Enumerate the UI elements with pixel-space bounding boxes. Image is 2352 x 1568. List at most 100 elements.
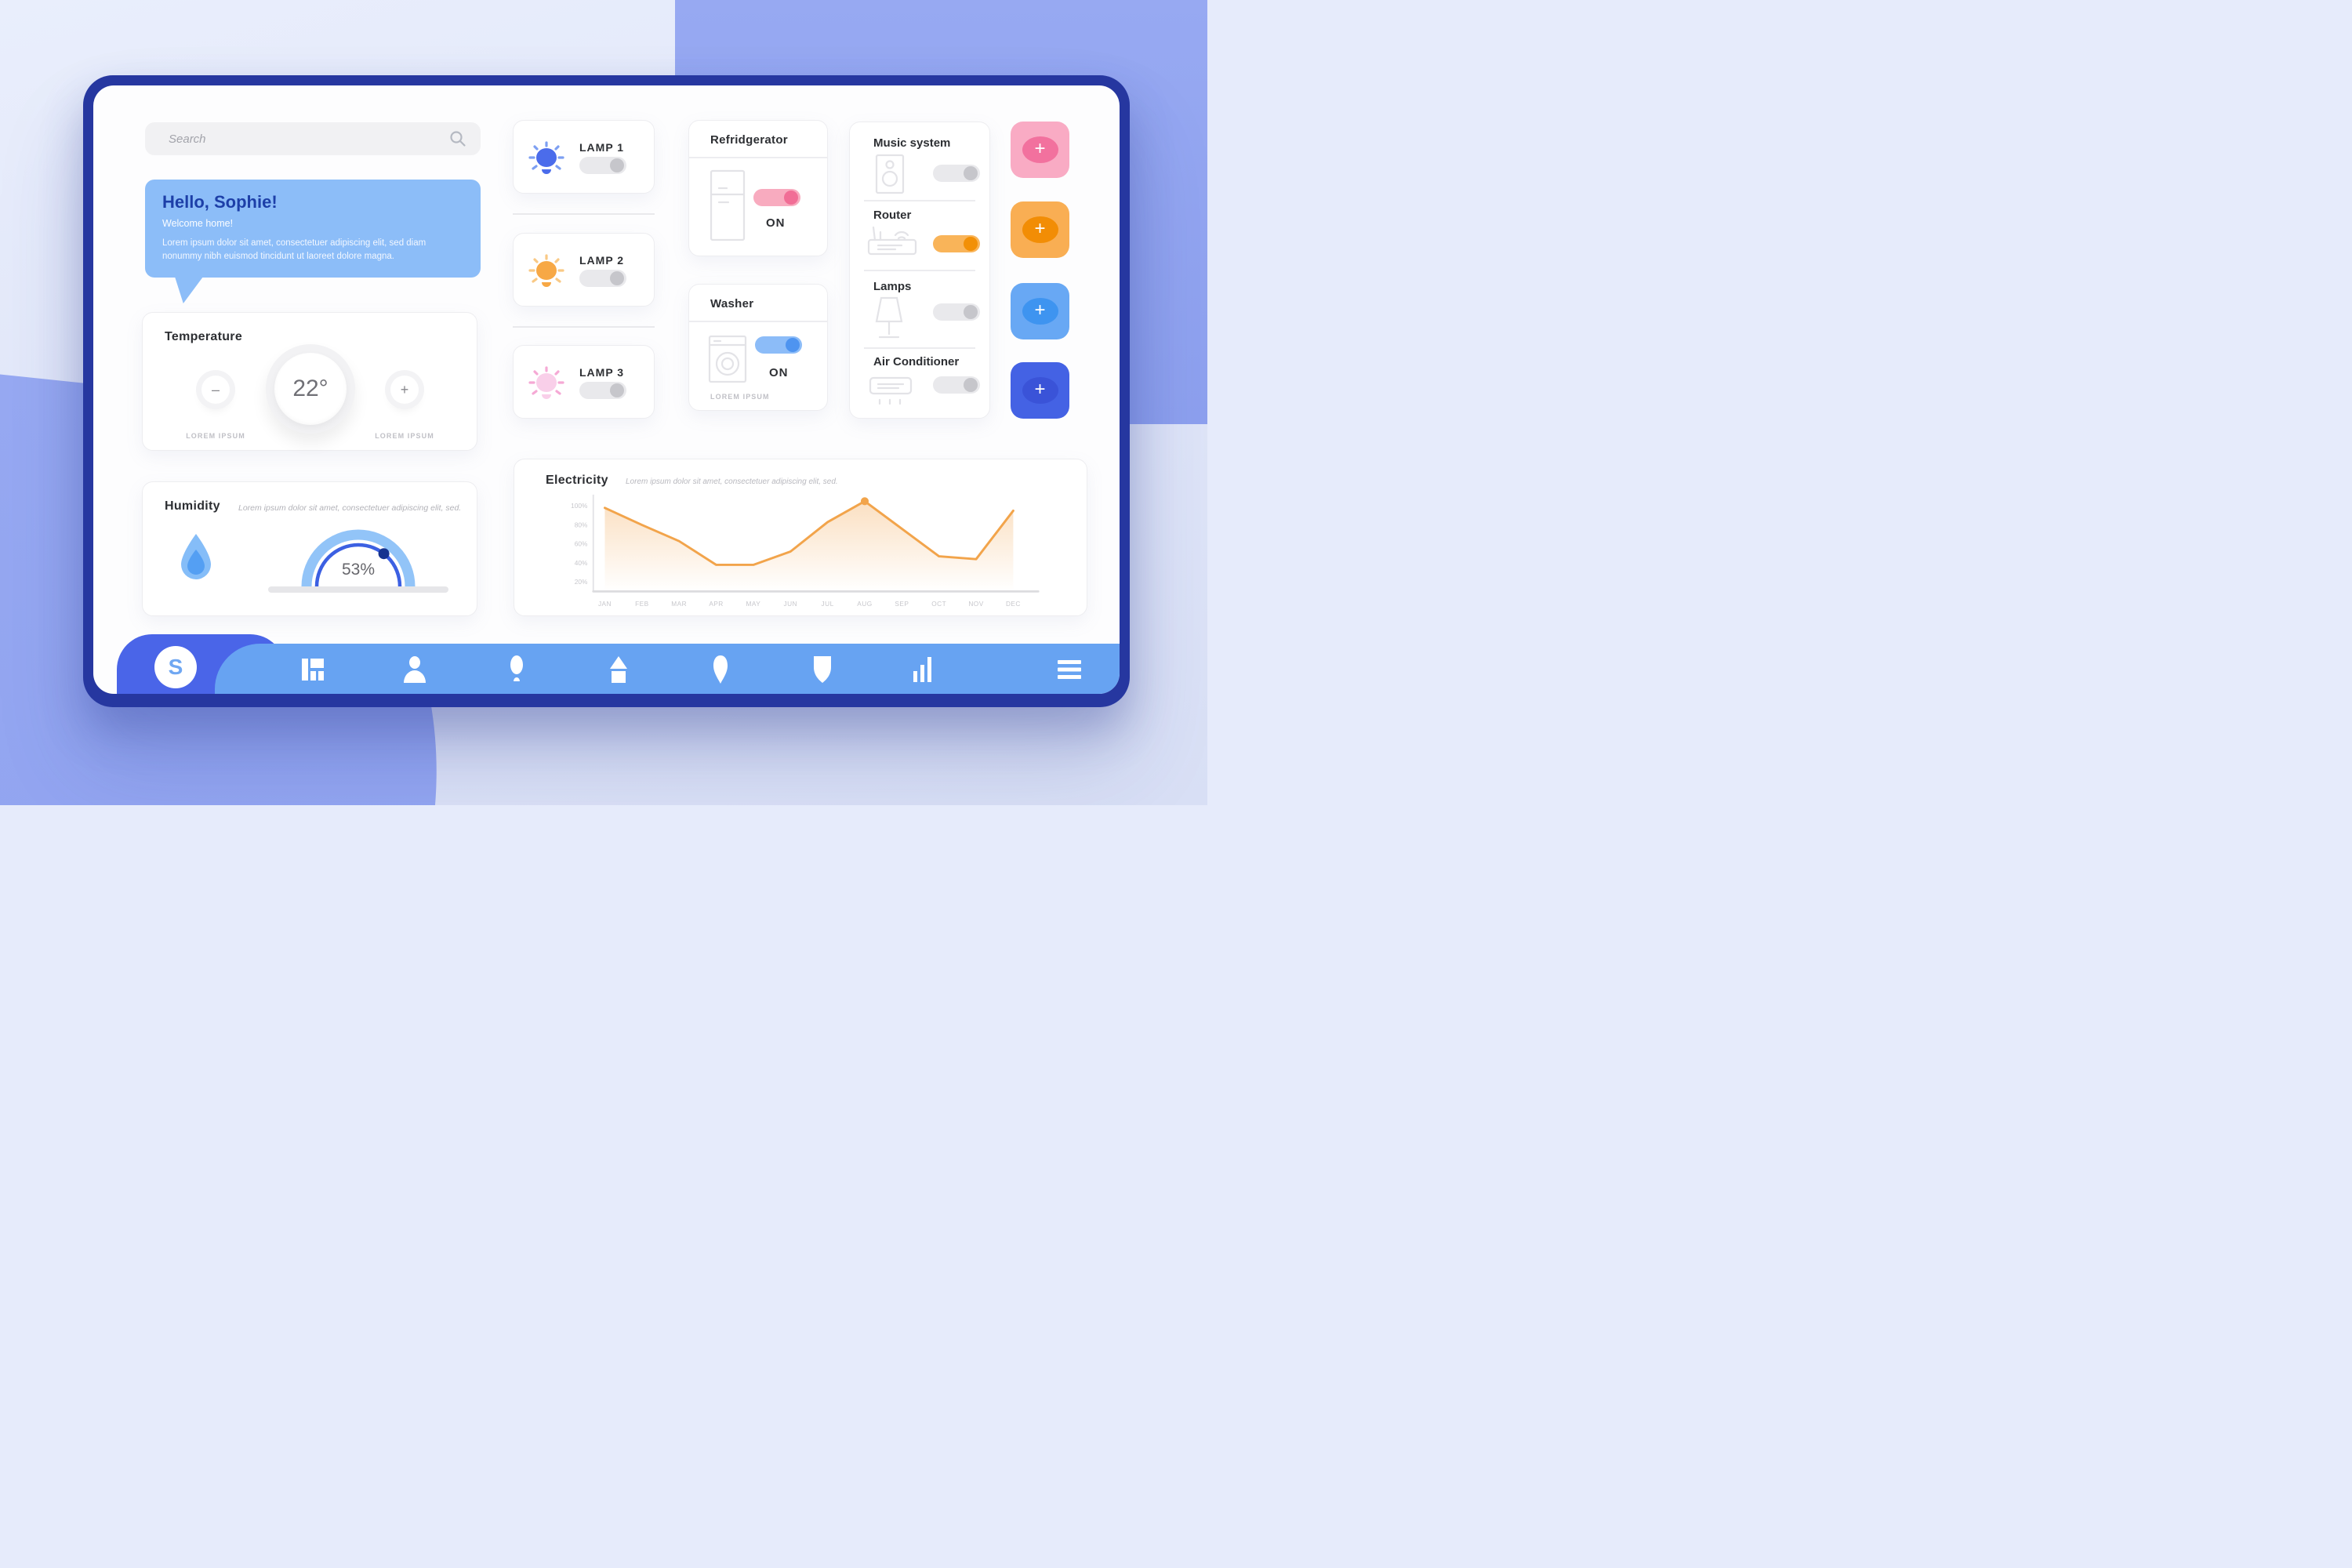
- electricity-plot: 100% 80% 60% 40% 20% JAN FEB MAR APR MAY JUN JUL AUG…: [571, 494, 1040, 608]
- air-conditioner-label: Air Conditioner: [873, 355, 960, 368]
- temperature-dial[interactable]: 22°: [266, 344, 355, 434]
- page-background: Hello, Sophie! Welcome home! Lorem ipsum…: [0, 0, 1207, 805]
- svg-text:JUN: JUN: [784, 600, 797, 608]
- tablet-frame: Hello, Sophie! Welcome home! Lorem ipsum…: [83, 75, 1130, 707]
- plus-icon: +: [1022, 136, 1058, 163]
- svg-text:40%: 40%: [575, 559, 588, 567]
- gauge-knob: [378, 548, 390, 560]
- lamps-label: Lamps: [873, 280, 912, 293]
- temperature-decrease-label: LOREM IPSUM: [186, 432, 245, 440]
- air-conditioner-icon: [869, 376, 913, 405]
- refrigerator-title: Refridgerator: [710, 133, 788, 147]
- lamp-bulb-icon: [526, 140, 567, 183]
- plus-icon: +: [1022, 216, 1058, 243]
- router-label: Router: [873, 209, 912, 222]
- lamp-bulb-icon: [526, 365, 567, 408]
- dashboard-icon[interactable]: [299, 656, 326, 683]
- lamp-3-label: LAMP 3: [579, 366, 625, 379]
- home-icon[interactable]: [605, 656, 632, 683]
- svg-text:FEB: FEB: [635, 600, 649, 608]
- svg-text:MAR: MAR: [671, 600, 687, 608]
- stats-icon[interactable]: [909, 656, 936, 683]
- refrigerator-toggle[interactable]: [753, 189, 800, 206]
- air-conditioner-toggle[interactable]: [933, 376, 980, 394]
- svg-text:60%: 60%: [575, 540, 588, 548]
- dashboard-screen: Hello, Sophie! Welcome home! Lorem ipsum…: [93, 85, 1120, 694]
- add-device-button-blue[interactable]: +: [1011, 362, 1069, 419]
- location-icon[interactable]: [707, 655, 734, 684]
- humidity-title: Humidity: [165, 499, 220, 513]
- svg-text:SEP: SEP: [895, 600, 909, 608]
- lamp-bulb-icon: [526, 252, 567, 296]
- temperature-increase-label: LOREM IPSUM: [375, 432, 434, 440]
- music-system-toggle[interactable]: [933, 165, 980, 182]
- welcome-subtitle: Welcome home!: [162, 218, 234, 229]
- devices-card: Music system Router: [849, 122, 990, 419]
- lamp-1-card: LAMP 1: [513, 120, 655, 194]
- humidity-gauge[interactable]: [264, 527, 452, 598]
- add-device-button-light-blue[interactable]: +: [1011, 283, 1069, 339]
- temperature-value: 22°: [292, 376, 328, 401]
- logo-letter: S: [168, 655, 183, 679]
- welcome-bubble-tail: [175, 277, 203, 303]
- svg-text:20%: 20%: [575, 578, 588, 586]
- refrigerator-card: Refridgerator ON: [688, 120, 828, 256]
- logo-badge[interactable]: S: [154, 646, 197, 688]
- lamp-2-toggle[interactable]: [579, 270, 626, 287]
- lightbulb-icon[interactable]: [503, 655, 530, 683]
- electricity-subtitle: Lorem ipsum dolor sit amet, consectetuer…: [626, 477, 838, 486]
- router-toggle[interactable]: [933, 235, 980, 252]
- menu-icon[interactable]: [1056, 656, 1083, 683]
- lamp-1-label: LAMP 1: [579, 141, 625, 154]
- humidity-card: Humidity Lorem ipsum dolor sit amet, con…: [142, 481, 477, 616]
- svg-text:MAY: MAY: [746, 600, 761, 608]
- plus-icon: +: [1022, 377, 1058, 404]
- svg-text:AUG: AUG: [857, 600, 872, 608]
- electricity-card: Electricity Lorem ipsum dolor sit amet, …: [514, 459, 1087, 616]
- washer-toggle[interactable]: [755, 336, 802, 354]
- profile-icon[interactable]: [401, 656, 428, 683]
- svg-text:NOV: NOV: [968, 600, 983, 608]
- svg-text:OCT: OCT: [931, 600, 946, 608]
- divider: [513, 326, 655, 328]
- washer-status: ON: [769, 366, 789, 379]
- search-input[interactable]: [167, 131, 449, 147]
- music-system-icon: [875, 154, 905, 194]
- lamps-toggle[interactable]: [933, 303, 980, 321]
- router-icon: [867, 226, 917, 256]
- lamp-3-card: LAMP 3: [513, 345, 655, 419]
- refrigerator-icon: [710, 169, 746, 241]
- welcome-title: Hello, Sophie!: [162, 192, 278, 212]
- add-device-button-orange[interactable]: +: [1011, 201, 1069, 258]
- humidity-subtitle: Lorem ipsum dolor sit amet, consectetuer…: [238, 503, 462, 513]
- washer-icon: [708, 335, 747, 383]
- divider: [864, 200, 975, 201]
- welcome-body: Lorem ipsum dolor sit amet, consectetuer…: [162, 238, 426, 261]
- divider: [513, 213, 655, 215]
- washer-title: Washer: [710, 297, 754, 310]
- gauge-base-bar: [268, 586, 448, 593]
- temperature-decrease-button[interactable]: –: [201, 376, 230, 404]
- nav-bar: [215, 644, 1120, 694]
- add-device-button-pink[interactable]: +: [1011, 122, 1069, 178]
- plus-icon: +: [400, 381, 409, 397]
- lamp-3-toggle[interactable]: [579, 382, 626, 399]
- temperature-increase-button[interactable]: +: [390, 376, 419, 404]
- lamp-2-card: LAMP 2: [513, 233, 655, 307]
- search-bar[interactable]: [145, 122, 481, 155]
- lamp-2-label: LAMP 2: [579, 254, 625, 267]
- washer-card: Washer ON LOREM IPSUM: [688, 284, 828, 411]
- search-icon[interactable]: [449, 130, 466, 147]
- svg-text:JAN: JAN: [598, 600, 612, 608]
- divider: [864, 347, 975, 349]
- shield-icon[interactable]: [809, 656, 836, 683]
- lamp-1-toggle[interactable]: [579, 157, 626, 174]
- divider: [864, 270, 975, 271]
- svg-text:100%: 100%: [571, 502, 588, 510]
- minus-icon: –: [211, 381, 220, 397]
- temperature-card: Temperature – 22° + LOREM IPSUM LOREM IP…: [142, 312, 477, 451]
- electricity-title: Electricity: [546, 474, 608, 487]
- svg-text:DEC: DEC: [1006, 600, 1021, 608]
- svg-text:APR: APR: [709, 600, 723, 608]
- divider: [689, 157, 827, 158]
